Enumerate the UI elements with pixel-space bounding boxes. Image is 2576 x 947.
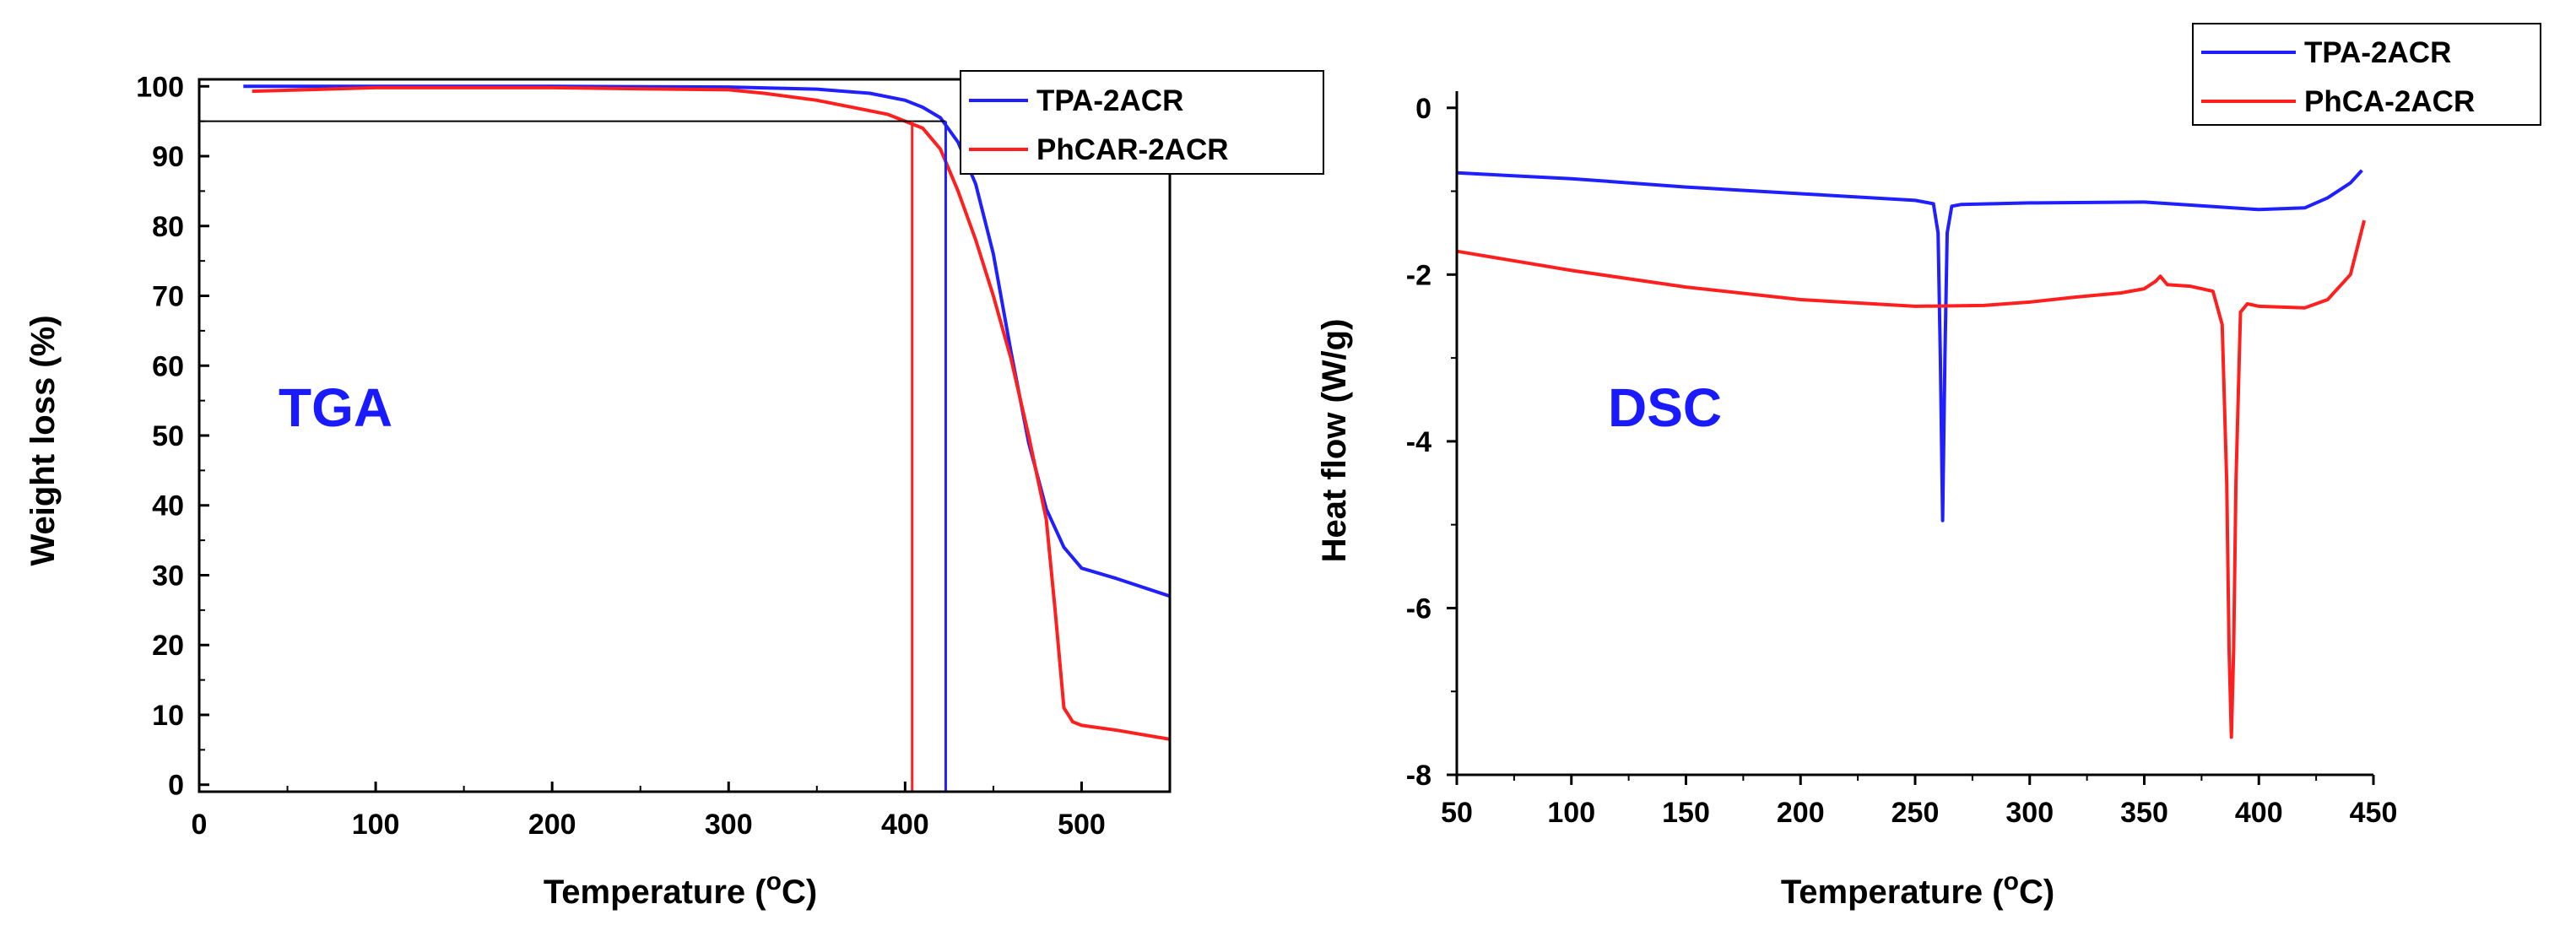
dsc-x-tick-label: 450 — [2350, 797, 2398, 829]
tga-y-tick-label: 60 — [152, 350, 184, 382]
tga-y-tick-label: 10 — [152, 700, 184, 732]
dsc-y-axis-title: Heat flow (W/g) — [1316, 319, 1353, 563]
tga-y-tick-label: 50 — [152, 420, 184, 452]
dsc-x-tick-label: 400 — [2235, 797, 2283, 829]
dsc-x-tick-label: 200 — [1777, 797, 1825, 829]
tga-series-phcar-2acr — [252, 85, 1171, 741]
dsc-x-tick-label: 350 — [2120, 797, 2168, 829]
tga-x-axis-title: Temperature (oC) — [544, 868, 817, 911]
dsc-x-tick-label: 50 — [1441, 797, 1473, 829]
tga-legend-label-tpa: TPA-2ACR — [1036, 84, 1183, 117]
dsc-series-phca-2acr — [1456, 219, 2367, 739]
dsc-annotation: DSC — [1608, 377, 1722, 438]
tga-y-axis-title: Weight loss (%) — [24, 315, 62, 565]
tga-legend-label-phcar: PhCAR-2ACR — [1036, 133, 1229, 166]
dsc-x-tick-label: 150 — [1662, 797, 1710, 829]
tga-y-tick-label: 90 — [152, 141, 184, 173]
dsc-x-tick-label: 300 — [2005, 797, 2054, 829]
dsc-x-axis-title: Temperature (oC) — [1781, 868, 2054, 911]
tga-y-tick-label: 100 — [136, 71, 184, 103]
tga-x-tick-label: 400 — [881, 809, 929, 841]
dsc-x-tick-label: 250 — [1891, 797, 1940, 829]
tga-y-tick-label: 30 — [152, 560, 184, 592]
tga-y-tick-label: 0 — [168, 770, 184, 802]
tga-legend: TPA-2ACR PhCAR-2ACR — [960, 70, 1324, 175]
tga-panel: 0 100 200 300 400 500 0 10 20 30 40 50 60 70 80 90 100 T… — [24, 70, 1324, 911]
tga-series-tpa-2acr — [243, 84, 1171, 598]
dsc-y-tick-label: -2 — [1406, 259, 1431, 291]
tga-x-tick-label: 300 — [705, 809, 753, 841]
tga-x-tick-label: 500 — [1058, 809, 1106, 841]
tga-x-tick-label: 200 — [528, 809, 576, 841]
dsc-legend-label-tpa: TPA-2ACR — [2304, 36, 2451, 69]
dsc-legend-label-phca: PhCA-2ACR — [2304, 85, 2475, 118]
dsc-legend-box — [2192, 23, 2541, 126]
tga-legend-box — [960, 70, 1324, 175]
tga-x-tick-label: 100 — [352, 809, 400, 841]
tga-y-tick-label: 70 — [152, 281, 184, 313]
dsc-y-tick-label: 0 — [1415, 93, 1431, 125]
tga-x-tick-label: 0 — [192, 809, 208, 841]
dsc-legend: TPA-2ACR PhCA-2ACR — [2192, 23, 2541, 126]
tga-y-tick-label: 20 — [152, 630, 184, 662]
tga-annotation: TGA — [279, 377, 392, 438]
dsc-y-tick-label: -6 — [1406, 593, 1431, 625]
dsc-y-tick-label: -4 — [1406, 426, 1431, 458]
dsc-x-tick-label: 100 — [1547, 797, 1595, 829]
tga-y-tick-label: 80 — [152, 211, 184, 243]
dsc-series-tpa-2acr — [1456, 169, 2363, 522]
tga-y-tick-label: 40 — [152, 490, 184, 522]
dsc-y-tick-label: -8 — [1406, 760, 1431, 792]
